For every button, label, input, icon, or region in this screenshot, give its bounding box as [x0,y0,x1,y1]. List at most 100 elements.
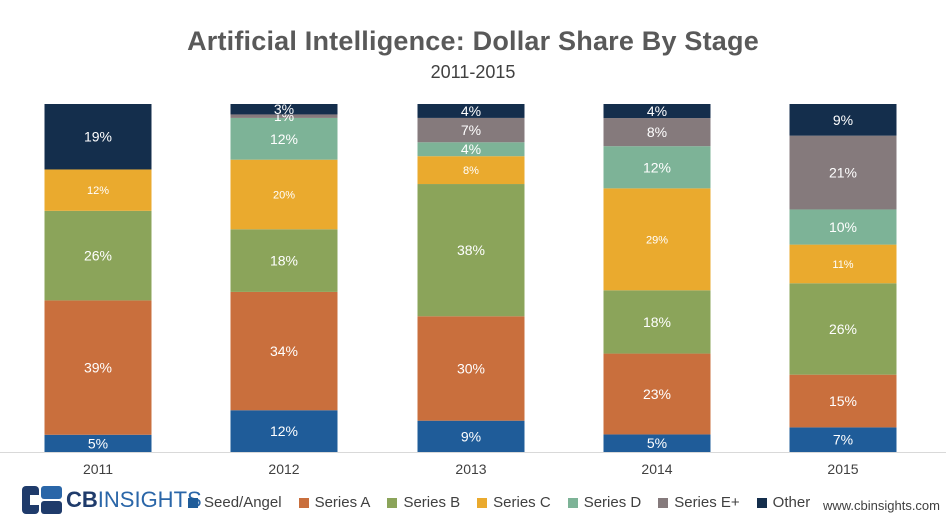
legend-swatch [658,497,669,508]
bar-segment-2012-other [230,104,338,115]
bar-segment-2011-seed-angel [44,434,152,452]
data-label: 11% [832,259,853,271]
data-label: 4% [647,103,667,119]
data-label: 26% [84,248,112,264]
legend-label: Other [772,494,811,511]
bar-segment-2015-series-d [789,209,897,245]
logo-text: CBINSIGHTS [66,487,202,513]
legend-label: Series B [403,494,461,511]
cb-logo-icon [22,486,62,514]
legend-item-series-b: Series B [387,494,460,511]
legend-swatch [298,497,309,508]
data-label: 26% [829,321,857,337]
bar-segment-2015-series-b [789,283,897,375]
bar-segment-2012-series-d [230,117,338,160]
bar-segment-2013-series-d [417,142,525,157]
data-label: 7% [833,432,853,448]
bar-segment-2012-series-b [230,229,338,292]
bar-segment-2014-series-e- [603,118,711,147]
logo-text-light: INSIGHTS [97,487,202,512]
data-label: 3% [274,101,294,117]
data-label: 19% [84,129,112,145]
bar-segment-2012-series-e- [230,114,338,118]
data-label: 10% [829,219,857,235]
bar-segment-2015-series-e- [789,135,897,210]
legend-swatch [188,497,198,508]
data-label: 20% [273,189,295,201]
legend-swatch [756,497,767,508]
bar-segment-2014-series-c [603,188,711,291]
source-url[interactable]: www.cbinsights.com [822,498,940,513]
data-label: 15% [829,393,857,409]
legend-label: Series A [314,494,371,511]
bar-segment-2011-series-c [44,169,152,211]
data-label: 5% [88,435,108,451]
data-label: 39% [84,360,112,376]
chart-title: Artificial Intelligence: Dollar Share By… [187,26,759,56]
bar-segment-2014-other [603,104,711,119]
data-label: 9% [833,112,853,128]
legend-swatch [477,497,488,508]
data-label: 4% [461,141,481,157]
legend-item-series-c: Series C [477,494,551,511]
data-label: 5% [647,435,667,451]
x-tick-label: 2013 [455,461,486,477]
bar-segment-2015-series-c [789,244,897,284]
chart-subtitle: 2011-2015 [430,62,516,82]
legend-item-series-d: Series D [567,494,642,511]
data-label: 12% [87,185,109,197]
data-label: 12% [643,159,671,175]
data-label: 21% [829,165,857,181]
bar-segment-2015-series-a [789,374,897,428]
legend-label: Seed/Angel [204,494,282,511]
cb-insights-logo: CBINSIGHTS [22,484,202,516]
data-label: 12% [270,423,298,439]
bar-segment-2014-seed-angel [603,434,711,452]
data-label: 34% [270,343,298,359]
data-label: 7% [461,122,481,138]
legend-swatch [567,497,578,508]
data-label: 18% [270,253,298,269]
bar-segment-2011-series-b [44,210,152,301]
bar-segment-2014-series-a [603,353,711,435]
bar-segment-2011-other [44,104,152,170]
stacked-bar-chart: 5%39%26%12%19%201112%34%18%20%12%1%3%201… [0,101,946,477]
bar-segment-2012-series-c [230,159,338,230]
bar-segment-2013-series-a [417,316,525,421]
legend-item-seed-angel: Seed/Angel [188,494,282,511]
bar-segment-2013-series-c [417,156,525,185]
bar-segment-2013-seed-angel [417,420,525,452]
x-tick-label: 2015 [827,461,858,477]
legend-label: Series E+ [674,494,740,511]
data-label: 38% [457,242,485,258]
legend-swatch [387,497,398,508]
bar-segment-2013-series-b [417,184,525,317]
data-label: 4% [461,103,481,119]
logo-text-bold: CB [66,487,98,512]
bar-segment-2012-series-a [230,291,338,411]
bar-segment-2013-other [417,104,525,118]
legend-item-series-e-: Series E+ [658,494,740,511]
bar-segment-2011-series-a [44,300,152,435]
x-tick-label: 2011 [83,461,113,477]
data-label: 18% [643,314,671,330]
bar-segment-2013-series-e- [417,117,525,143]
data-label: 29% [646,234,668,246]
legend-label: Series C [493,494,551,511]
data-label: 8% [647,124,667,140]
bar-segment-2012-seed-angel [230,410,338,452]
data-label: 30% [457,360,485,376]
data-label: 8% [463,165,479,177]
legend-label: Series D [583,494,642,511]
legend-item-series-a: Series A [298,494,371,511]
data-label: 12% [270,131,298,147]
bar-segment-2014-series-d [603,146,711,189]
legend-item-other: Other [756,494,811,511]
chart-legend: Seed/Angel Series A Series B Series C Series… [188,494,827,511]
bar-segment-2015-seed-angel [789,427,897,452]
bar-segment-2015-other [789,104,897,136]
bar-segment-2014-series-b [603,290,711,354]
x-tick-label: 2012 [268,461,299,477]
data-label: 9% [461,428,481,444]
x-tick-label: 2014 [641,461,672,477]
